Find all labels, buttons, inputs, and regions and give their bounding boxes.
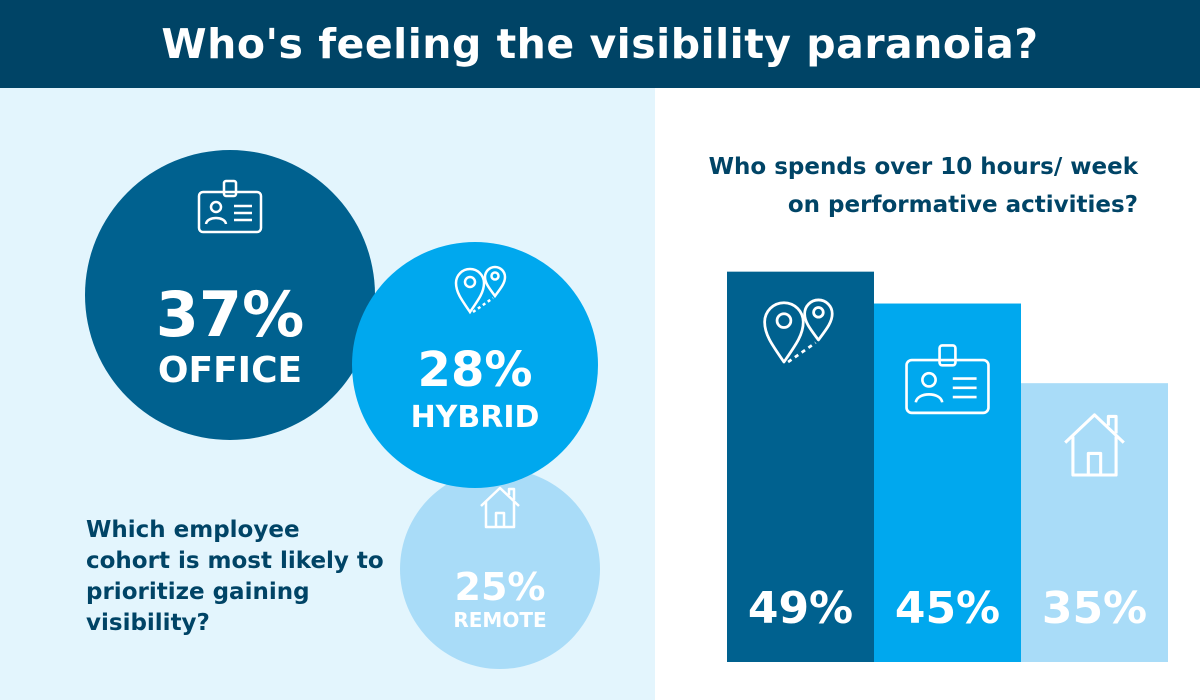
id-badge-icon [197, 179, 263, 234]
left-question: Which employee cohort is most likely to … [86, 517, 384, 636]
location-pins-icon [454, 265, 507, 315]
remote-label: REMOTE [453, 608, 547, 632]
remote-percent: 25% [454, 565, 546, 609]
house-icon [1064, 413, 1125, 477]
remote-circle: 25% REMOTE [400, 469, 600, 669]
bar-label-remote: 35% [1042, 583, 1147, 634]
office-circle: 37% OFFICE [85, 150, 375, 440]
bar-label-hybrid: 49% [748, 583, 853, 634]
page-title: Who's feeling the visibility paranoia? [161, 20, 1039, 68]
id-badge-icon [905, 344, 990, 415]
bar-label-office: 45% [895, 583, 1000, 634]
bar-office [874, 303, 1021, 662]
office-percent: 37% [155, 277, 305, 351]
hybrid-label: HYBRID [410, 399, 540, 435]
hybrid-circle: 28% HYBRID [352, 242, 598, 488]
hybrid-percent: 28% [417, 341, 533, 398]
chart-title: Who spends over 10 hours/ week on perfor… [708, 154, 1138, 218]
location-pins-icon [763, 298, 834, 364]
house-icon [480, 486, 520, 529]
header-banner: Who's feeling the visibility paranoia? [0, 0, 1200, 88]
bar-remote [1021, 383, 1168, 662]
office-label: OFFICE [157, 349, 303, 391]
